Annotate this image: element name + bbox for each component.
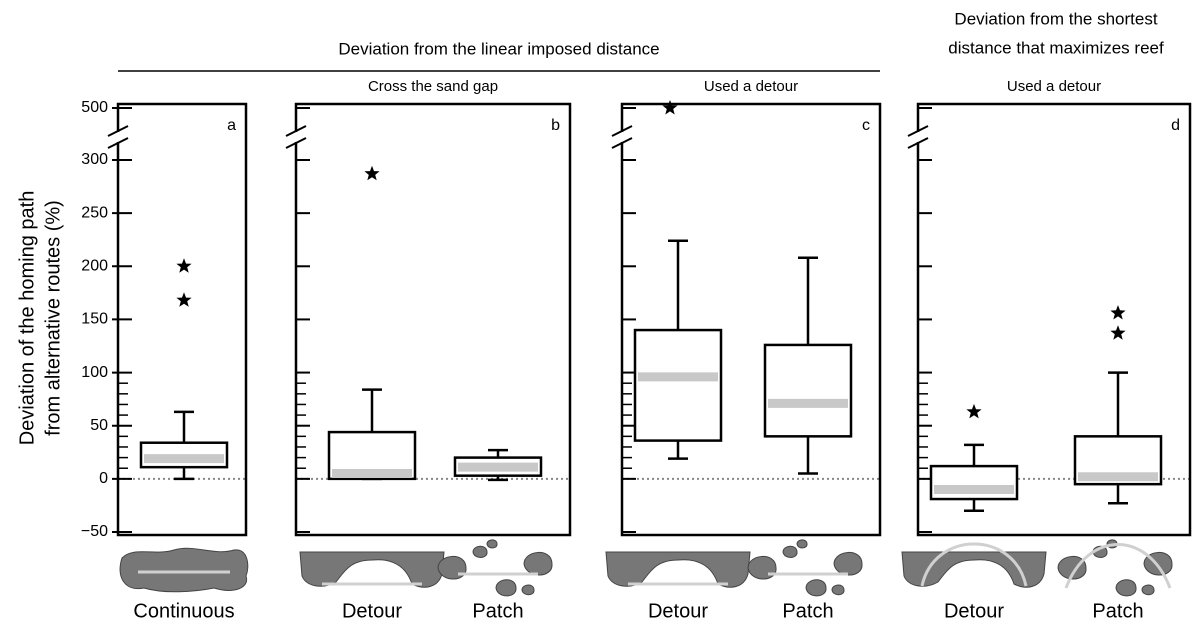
panel-subtitle: Cross the sand gap <box>368 78 498 95</box>
y-tick-label: 500 <box>81 99 108 116</box>
route-icon <box>901 542 1047 588</box>
reef-patch <box>796 539 808 549</box>
route-icon <box>119 547 249 593</box>
panel-subtitle: Used a detour <box>704 78 798 95</box>
x-tick-label: Patch <box>782 600 833 622</box>
y-tick-label: 150 <box>81 311 108 328</box>
x-tick-label: Detour <box>342 600 402 622</box>
axis-break <box>107 137 129 149</box>
header-right: distance that maximizes reef <box>948 38 1164 57</box>
axis-break <box>285 137 307 149</box>
axis-break <box>907 125 929 137</box>
y-tick-label: 200 <box>81 258 108 275</box>
route-line <box>1064 543 1172 589</box>
outlier <box>176 258 192 273</box>
reef-patch <box>1141 584 1155 596</box>
panel-letter: a <box>227 117 236 134</box>
reef-patch <box>831 584 845 596</box>
route-icon <box>747 539 863 597</box>
axis-break <box>107 125 129 137</box>
reef-patch <box>495 579 517 597</box>
outlier <box>966 403 982 419</box>
reef-patch <box>833 551 863 576</box>
y-tick-label: 250 <box>81 204 108 221</box>
x-tick-label: Patch <box>1092 600 1143 622</box>
box <box>929 464 1019 501</box>
axis-break <box>611 137 633 149</box>
y-axis-label: from alternative routes (%) <box>42 200 64 436</box>
outlier <box>1110 325 1126 340</box>
outlier <box>176 292 192 307</box>
reef-shape <box>605 551 751 588</box>
panel-letter: b <box>551 117 560 134</box>
panel-letter: c <box>862 117 870 134</box>
x-tick-label: Detour <box>944 600 1004 622</box>
panel-frame <box>620 102 882 537</box>
box <box>633 328 723 442</box>
axis-break-gap <box>614 132 630 142</box>
panel-frame <box>916 102 1192 537</box>
y-tick-label: 0 <box>99 470 108 487</box>
reef-patch <box>521 584 535 596</box>
route-line <box>920 542 1028 587</box>
reef-shape <box>119 547 249 593</box>
outlier <box>662 100 678 115</box>
y-axis-label: Deviation of the homing path <box>16 191 38 446</box>
panel-subtitle: Used a detour <box>1007 78 1101 95</box>
x-tick-label: Detour <box>648 600 708 622</box>
route-icon <box>437 539 553 597</box>
reef-patch <box>805 579 827 597</box>
reef-patch <box>1057 555 1087 580</box>
axis-break-gap <box>910 132 926 142</box>
outlier <box>1110 305 1126 320</box>
box <box>763 343 853 438</box>
reef-patch <box>486 539 498 549</box>
header-right: Deviation from the shortest <box>954 9 1157 28</box>
axis-break-gap <box>110 132 126 142</box>
reef-patch <box>472 545 488 559</box>
reef-patch <box>747 555 777 580</box>
x-tick-label: Continuous <box>133 600 234 622</box>
panel-letter: d <box>1171 117 1180 134</box>
reef-patch <box>782 545 798 559</box>
y-tick-label: 50 <box>90 417 108 434</box>
route-icon <box>299 551 445 588</box>
outlier <box>364 165 380 181</box>
axis-break <box>907 137 929 149</box>
axis-break-gap <box>288 132 304 142</box>
reef-patch <box>437 555 467 580</box>
route-icon <box>605 551 751 588</box>
panel-frame <box>116 102 248 537</box>
header: Deviation from the linear imposed distan… <box>338 39 659 58</box>
reef-patch <box>523 551 553 576</box>
axis-break <box>285 125 307 137</box>
reef-patch <box>1115 579 1137 597</box>
reef-shape <box>299 551 445 588</box>
panel-frame <box>294 102 572 537</box>
axis-break <box>611 125 633 137</box>
y-tick-label: 300 <box>81 151 108 168</box>
y-tick-label: −50 <box>81 523 108 540</box>
x-tick-label: Patch <box>472 600 523 622</box>
y-tick-label: 100 <box>81 364 108 381</box>
route-icon <box>1057 539 1173 597</box>
